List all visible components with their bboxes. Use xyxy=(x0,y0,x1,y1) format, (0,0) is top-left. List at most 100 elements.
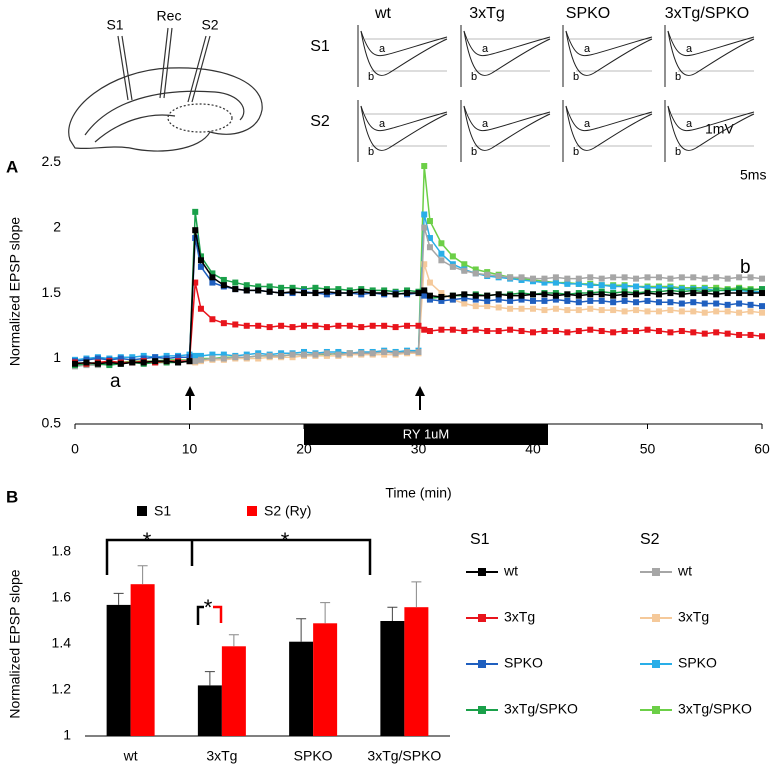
marker xyxy=(243,322,250,329)
trace xyxy=(565,105,653,132)
y-tick-label: 2.5 xyxy=(42,153,62,169)
marker xyxy=(421,163,428,170)
arrow-head xyxy=(185,386,195,396)
annotation: a xyxy=(110,371,121,392)
marker xyxy=(312,322,319,329)
trace-label: b xyxy=(573,71,579,83)
y-tick-label: 1.4 xyxy=(52,635,72,651)
legend-marker xyxy=(478,614,486,622)
electrode-label: S1 xyxy=(106,17,123,33)
marker xyxy=(449,292,456,299)
bar xyxy=(221,646,246,736)
marker xyxy=(152,354,159,361)
treatment-label: RY 1uM xyxy=(403,426,450,441)
electrode xyxy=(187,35,211,103)
marker xyxy=(678,328,685,335)
legend-group: S2 xyxy=(640,531,660,548)
legend-label: SPKO xyxy=(504,655,543,671)
trace-label: b xyxy=(368,71,374,83)
marker xyxy=(278,290,285,297)
significance-brackets xyxy=(105,538,372,625)
trace-label: a xyxy=(482,118,489,130)
marker xyxy=(598,275,605,282)
marker xyxy=(655,291,662,298)
marker xyxy=(644,274,651,281)
marker xyxy=(541,275,548,282)
marker xyxy=(587,326,594,333)
marker xyxy=(461,291,468,298)
marker xyxy=(449,263,456,270)
trace-label: a xyxy=(686,118,693,130)
marker xyxy=(667,299,674,306)
marker xyxy=(426,279,433,286)
marker xyxy=(197,356,204,363)
trace-column-label: 3xTg xyxy=(469,5,505,22)
legend-label: SPKO xyxy=(678,655,717,671)
marker xyxy=(759,309,765,316)
marker xyxy=(518,328,525,335)
marker xyxy=(484,303,491,310)
trace xyxy=(463,105,551,132)
marker xyxy=(209,316,216,323)
y-tick-label: 1 xyxy=(63,727,71,743)
cell-layer xyxy=(84,90,245,136)
marker xyxy=(392,324,399,331)
panel-label: B xyxy=(6,487,18,506)
marker xyxy=(335,290,342,297)
trace xyxy=(463,30,551,57)
marker xyxy=(461,328,468,335)
legend-label: S1 xyxy=(154,503,171,519)
marker xyxy=(530,297,536,304)
marker xyxy=(312,284,319,291)
trace xyxy=(565,30,653,57)
marker xyxy=(621,308,628,315)
marker xyxy=(323,324,330,331)
marker xyxy=(655,284,662,291)
marker xyxy=(678,300,685,307)
marker xyxy=(507,297,514,304)
marker xyxy=(610,299,617,306)
marker xyxy=(621,283,628,290)
marker xyxy=(472,296,479,303)
marker xyxy=(587,297,594,304)
marker xyxy=(438,290,445,297)
significance: * xyxy=(143,528,152,553)
marker xyxy=(518,274,525,281)
marker xyxy=(507,274,514,281)
marker xyxy=(415,348,422,355)
marker xyxy=(472,292,479,299)
marker xyxy=(72,360,78,367)
marker xyxy=(278,284,285,291)
marker xyxy=(701,275,708,282)
x-tick-label: 0 xyxy=(71,441,79,457)
marker xyxy=(587,282,594,289)
marker xyxy=(421,211,428,218)
panel-label: A xyxy=(6,157,18,176)
legend-label: 3xTg xyxy=(504,609,535,625)
marker xyxy=(701,290,708,297)
marker xyxy=(541,297,548,304)
marker xyxy=(278,322,285,329)
marker xyxy=(289,351,296,358)
marker xyxy=(220,276,227,283)
marker xyxy=(209,270,216,277)
marker xyxy=(541,279,548,286)
marker xyxy=(633,283,640,290)
marker xyxy=(472,326,479,333)
marker xyxy=(197,352,204,359)
marker xyxy=(94,355,101,362)
marker xyxy=(192,358,199,365)
bracket xyxy=(213,605,223,623)
marker xyxy=(552,279,559,286)
marker xyxy=(438,257,445,264)
marker xyxy=(421,326,428,333)
series xyxy=(72,227,765,367)
trace-row-label: S1 xyxy=(310,38,330,55)
marker xyxy=(301,351,307,358)
marker xyxy=(461,295,468,302)
marker xyxy=(690,308,697,315)
marker xyxy=(289,288,296,295)
marker xyxy=(552,274,559,281)
marker xyxy=(701,330,708,337)
marker xyxy=(598,328,605,335)
